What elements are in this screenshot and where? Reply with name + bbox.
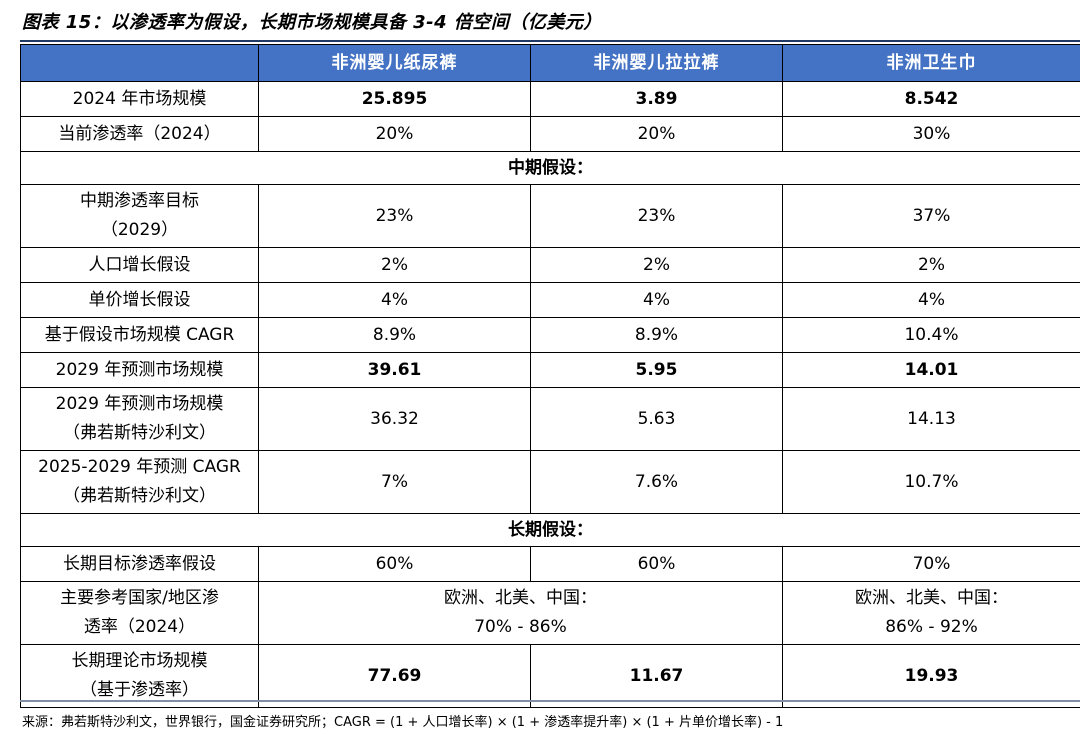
section-row-mid: 中期假设：	[20, 151, 1080, 185]
cell-value: 39.61	[258, 352, 531, 388]
row-label-line: 2025-2029 年预测 CAGR	[38, 457, 241, 477]
title-rule	[20, 40, 1080, 42]
row-label: 中期渗透率目标 （2029）	[20, 184, 259, 248]
row-label: 长期目标渗透率假设	[20, 546, 259, 582]
cell-value: 2%	[530, 247, 783, 283]
row-label: 当前渗透率（2024）	[20, 116, 259, 152]
cell-value: 4%	[258, 282, 531, 318]
row-label: 2025-2029 年预测 CAGR （弗若斯特沙利文）	[20, 450, 259, 514]
cell-value: 77.69	[258, 644, 531, 708]
cell-line: 86% - 92%	[885, 617, 978, 637]
table-row: 长期目标渗透率假设 60% 60% 70%	[20, 546, 1080, 582]
header-pull-ups: 非洲婴儿拉拉裤	[530, 44, 783, 82]
row-label-line: 长期理论市场规模	[71, 651, 208, 671]
cell-value: 4%	[782, 282, 1080, 318]
footer-rule	[20, 700, 1080, 702]
cell-value: 70%	[782, 546, 1080, 582]
cell-value: 8.9%	[258, 317, 531, 353]
section-heading: 中期假设：	[20, 151, 1080, 185]
table-row: 单价增长假设 4% 4% 4%	[20, 282, 1080, 318]
cell-value: 11.67	[530, 644, 783, 708]
table-row: 主要参考国家/地区渗 透率（2024） 欧洲、北美、中国： 70% - 86% …	[20, 581, 1080, 645]
table-row: 中期渗透率目标 （2029） 23% 23% 37%	[20, 184, 1080, 248]
table-row: 当前渗透率（2024） 20% 20% 30%	[20, 116, 1080, 152]
row-label-line: （2029）	[100, 220, 179, 240]
cell-value: 3.89	[530, 81, 783, 117]
cell-value: 14.13	[782, 387, 1080, 451]
cell-line: 70% - 86%	[474, 617, 567, 637]
table-row: 2025-2029 年预测 CAGR （弗若斯特沙利文） 7% 7.6% 10.…	[20, 450, 1080, 514]
header-blank-cell	[20, 44, 259, 82]
row-label: 2029 年预测市场规模	[20, 352, 259, 388]
cell-value: 25.895	[258, 81, 531, 117]
row-label-line: （弗若斯特沙利文）	[63, 423, 216, 443]
cell-value: 8.9%	[530, 317, 783, 353]
cell-value: 欧洲、北美、中国： 86% - 92%	[782, 581, 1080, 645]
cell-value: 14.01	[782, 352, 1080, 388]
header-row: 非洲婴儿纸尿裤 非洲婴儿拉拉裤 非洲卫生巾	[20, 44, 1080, 82]
section-row-long: 长期假设：	[20, 513, 1080, 547]
cell-value: 8.542	[782, 81, 1080, 117]
table-row: 长期理论市场规模 （基于渗透率） 77.69 11.67 19.93	[20, 644, 1080, 708]
cell-value: 30%	[782, 116, 1080, 152]
cell-value: 60%	[530, 546, 783, 582]
cell-value: 7.6%	[530, 450, 783, 514]
row-label-line: （基于渗透率）	[80, 680, 199, 700]
row-label: 基于假设市场规模 CAGR	[20, 317, 259, 353]
cell-value: 36.32	[258, 387, 531, 451]
market-size-table: 非洲婴儿纸尿裤 非洲婴儿拉拉裤 非洲卫生巾 2024 年市场规模 25.895 …	[20, 44, 1080, 708]
cell-value: 20%	[530, 116, 783, 152]
cell-value: 5.63	[530, 387, 783, 451]
cell-value: 4%	[530, 282, 783, 318]
cell-value: 7%	[258, 450, 531, 514]
cell-value: 10.7%	[782, 450, 1080, 514]
row-label-line: （弗若斯特沙利文）	[63, 486, 216, 506]
cell-value: 23%	[530, 184, 783, 248]
cell-value: 2%	[258, 247, 531, 283]
cell-value: 37%	[782, 184, 1080, 248]
row-label: 2024 年市场规模	[20, 81, 259, 117]
cell-value: 19.93	[782, 644, 1080, 708]
table-row: 人口增长假设 2% 2% 2%	[20, 247, 1080, 283]
row-label: 人口增长假设	[20, 247, 259, 283]
cell-line: 欧洲、北美、中国：	[855, 588, 1008, 608]
row-label: 主要参考国家/地区渗 透率（2024）	[20, 581, 259, 645]
cell-value: 2%	[782, 247, 1080, 283]
cell-value: 60%	[258, 546, 531, 582]
cell-value: 10.4%	[782, 317, 1080, 353]
table-row: 2029 年预测市场规模 39.61 5.95 14.01	[20, 352, 1080, 388]
table-row: 基于假设市场规模 CAGR 8.9% 8.9% 10.4%	[20, 317, 1080, 353]
table-row: 2024 年市场规模 25.895 3.89 8.542	[20, 81, 1080, 117]
row-label-line: 主要参考国家/地区渗	[60, 588, 219, 608]
cell-line: 欧洲、北美、中国：	[444, 588, 597, 608]
row-label-line: 中期渗透率目标	[80, 191, 199, 211]
cell-value: 23%	[258, 184, 531, 248]
row-label: 2029 年预测市场规模 （弗若斯特沙利文）	[20, 387, 259, 451]
figure-title: 图表 15：以渗透率为假设，长期市场规模具备 3-4 倍空间（亿美元）	[22, 12, 602, 33]
header-sanitary-pads: 非洲卫生巾	[782, 44, 1080, 82]
row-label: 单价增长假设	[20, 282, 259, 318]
section-heading: 长期假设：	[20, 513, 1080, 547]
row-label: 长期理论市场规模 （基于渗透率）	[20, 644, 259, 708]
cell-value: 20%	[258, 116, 531, 152]
source-note: 来源：弗若斯特沙利文，世界银行，国金证券研究所；CAGR = (1 + 人口增长…	[22, 715, 784, 730]
cell-value-merged: 欧洲、北美、中国： 70% - 86%	[258, 581, 783, 645]
table-row: 2029 年预测市场规模 （弗若斯特沙利文） 36.32 5.63 14.13	[20, 387, 1080, 451]
row-label-line: 2029 年预测市场规模	[55, 394, 224, 414]
header-diapers: 非洲婴儿纸尿裤	[258, 44, 531, 82]
cell-value: 5.95	[530, 352, 783, 388]
row-label-line: 透率（2024）	[83, 617, 196, 637]
